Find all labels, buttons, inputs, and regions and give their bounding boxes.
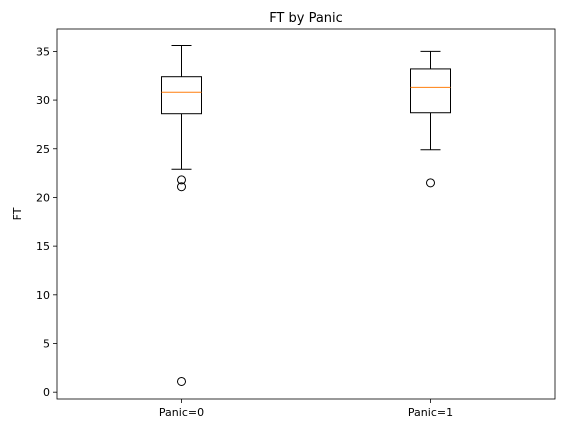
x-tick-label: Panic=1 <box>408 406 453 419</box>
chart-title: FT by Panic <box>269 11 343 26</box>
y-tick-label: 20 <box>36 191 50 204</box>
y-tick-label: 15 <box>36 240 50 253</box>
y-tick-label: 0 <box>43 386 50 399</box>
y-tick-label: 25 <box>36 143 50 156</box>
iqr-box <box>410 68 451 114</box>
axes-frame <box>56 28 556 400</box>
y-tick-label: 35 <box>36 45 50 58</box>
box-group <box>410 50 451 188</box>
iqr-box <box>161 76 202 115</box>
outlier-point <box>177 182 186 192</box>
box-group <box>161 45 202 386</box>
outlier-point <box>177 376 186 386</box>
x-tick-label: Panic=0 <box>159 406 204 419</box>
plot-area: 0 5 10 15 20 25 30 35 Panic=0 Panic=1 <box>36 28 556 419</box>
y-axis-label: FT <box>11 207 24 220</box>
y-tick-label: 30 <box>36 94 50 107</box>
outlier-point <box>177 175 186 185</box>
outlier-point <box>426 178 435 188</box>
y-tick-label: 5 <box>43 338 50 351</box>
y-tick-label: 10 <box>36 289 50 302</box>
